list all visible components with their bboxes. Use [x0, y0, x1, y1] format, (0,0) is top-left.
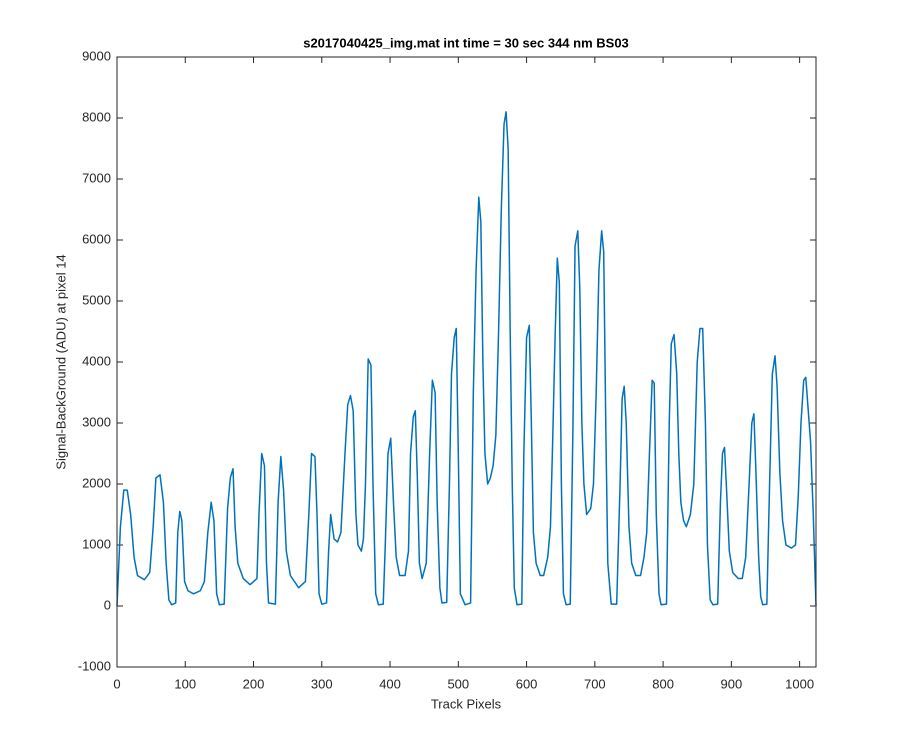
x-tick-label: 700: [584, 676, 606, 691]
y-tick-label: 5000: [82, 292, 111, 307]
y-tick-label: 9000: [82, 48, 111, 63]
y-tick-label: 8000: [82, 109, 111, 124]
y-tick-label: 0: [104, 597, 111, 612]
y-tick-label: 1000: [82, 536, 111, 551]
y-axis-label: Signal-BackGround (ADU) at pixel 14: [53, 254, 68, 469]
x-tick-label: 200: [243, 676, 265, 691]
x-tick-label: 900: [721, 676, 743, 691]
y-tick-label: 7000: [82, 170, 111, 185]
y-tick-label: 6000: [82, 231, 111, 246]
y-tick-label: 2000: [82, 475, 111, 490]
axes-box: [116, 56, 817, 668]
y-tick-label: 4000: [82, 353, 111, 368]
x-tick-label: 0: [113, 676, 120, 691]
x-tick-label: 300: [311, 676, 333, 691]
data-line: [116, 111, 817, 607]
x-tick-label: 100: [174, 676, 196, 691]
x-tick-label: 1000: [785, 676, 814, 691]
x-tick-label: 600: [516, 676, 538, 691]
chart-title: s2017040425_img.mat int time = 30 sec 34…: [303, 35, 629, 50]
y-tick-label: -1000: [78, 658, 111, 673]
plot-area: [117, 57, 816, 667]
x-tick-label: 500: [447, 676, 469, 691]
x-tick-label: 400: [379, 676, 401, 691]
x-axis-label: Track Pixels: [431, 696, 502, 711]
x-tick-label: 800: [652, 676, 674, 691]
y-tick-label: 3000: [82, 414, 111, 429]
